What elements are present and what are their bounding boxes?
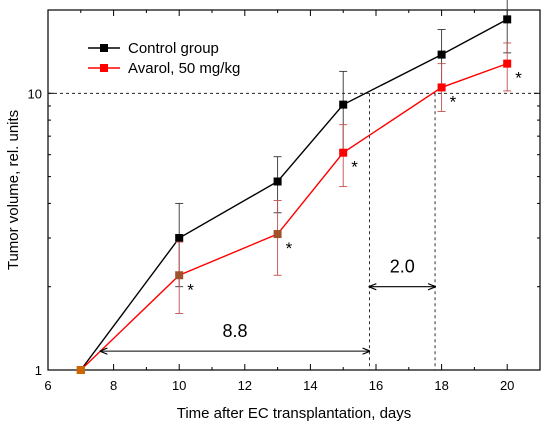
x-tick-label: 6 — [44, 378, 51, 393]
data-point — [76, 366, 85, 374]
x-axis-title: Time after EC transplantation, days — [177, 405, 412, 422]
x-tick-label: 20 — [500, 378, 514, 393]
y-axis-title: Tumor volume, rel. units — [5, 110, 22, 270]
series-line — [80, 62, 508, 371]
plot-frame — [47, 9, 541, 371]
legend-marker — [100, 64, 108, 72]
significance-mark: * — [286, 239, 293, 258]
x-tick-label: 10 — [172, 378, 186, 393]
legend-label: Avarol, 50 mg/kg — [128, 60, 240, 77]
legend-marker — [100, 44, 108, 52]
y-tick-label: 1 — [35, 363, 42, 378]
significance-mark: * — [351, 158, 358, 177]
data-point — [503, 15, 512, 24]
series-1 — [76, 42, 512, 374]
significance-mark: * — [450, 92, 457, 111]
interval-label: 8.8 — [222, 321, 247, 341]
data-point — [437, 83, 446, 92]
significance-mark: * — [187, 280, 194, 299]
x-tick-label: 16 — [369, 378, 383, 393]
x-tick-label: 8 — [110, 378, 117, 393]
data-point — [273, 230, 282, 239]
data-point — [503, 59, 512, 68]
data-point — [339, 148, 348, 157]
data-point — [437, 50, 446, 59]
x-tick-label: 12 — [238, 378, 252, 393]
data-point — [175, 233, 184, 242]
significance-mark: * — [515, 69, 522, 88]
y-tick-label: 10 — [28, 86, 42, 101]
data-point — [175, 271, 184, 280]
x-tick-label: 18 — [434, 378, 448, 393]
data-point — [273, 177, 282, 186]
legend-label: Control group — [128, 40, 219, 57]
x-tick-label: 14 — [303, 378, 317, 393]
series-line — [80, 18, 508, 371]
data-point — [339, 100, 348, 109]
interval-label: 2.0 — [390, 257, 415, 277]
